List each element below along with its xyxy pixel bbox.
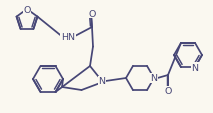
Text: O: O — [88, 9, 96, 18]
Text: O: O — [164, 87, 172, 96]
Text: N: N — [191, 63, 199, 72]
Text: HN: HN — [61, 32, 75, 41]
Text: O: O — [23, 5, 31, 14]
Text: N: N — [151, 74, 157, 83]
Text: N: N — [98, 77, 105, 86]
